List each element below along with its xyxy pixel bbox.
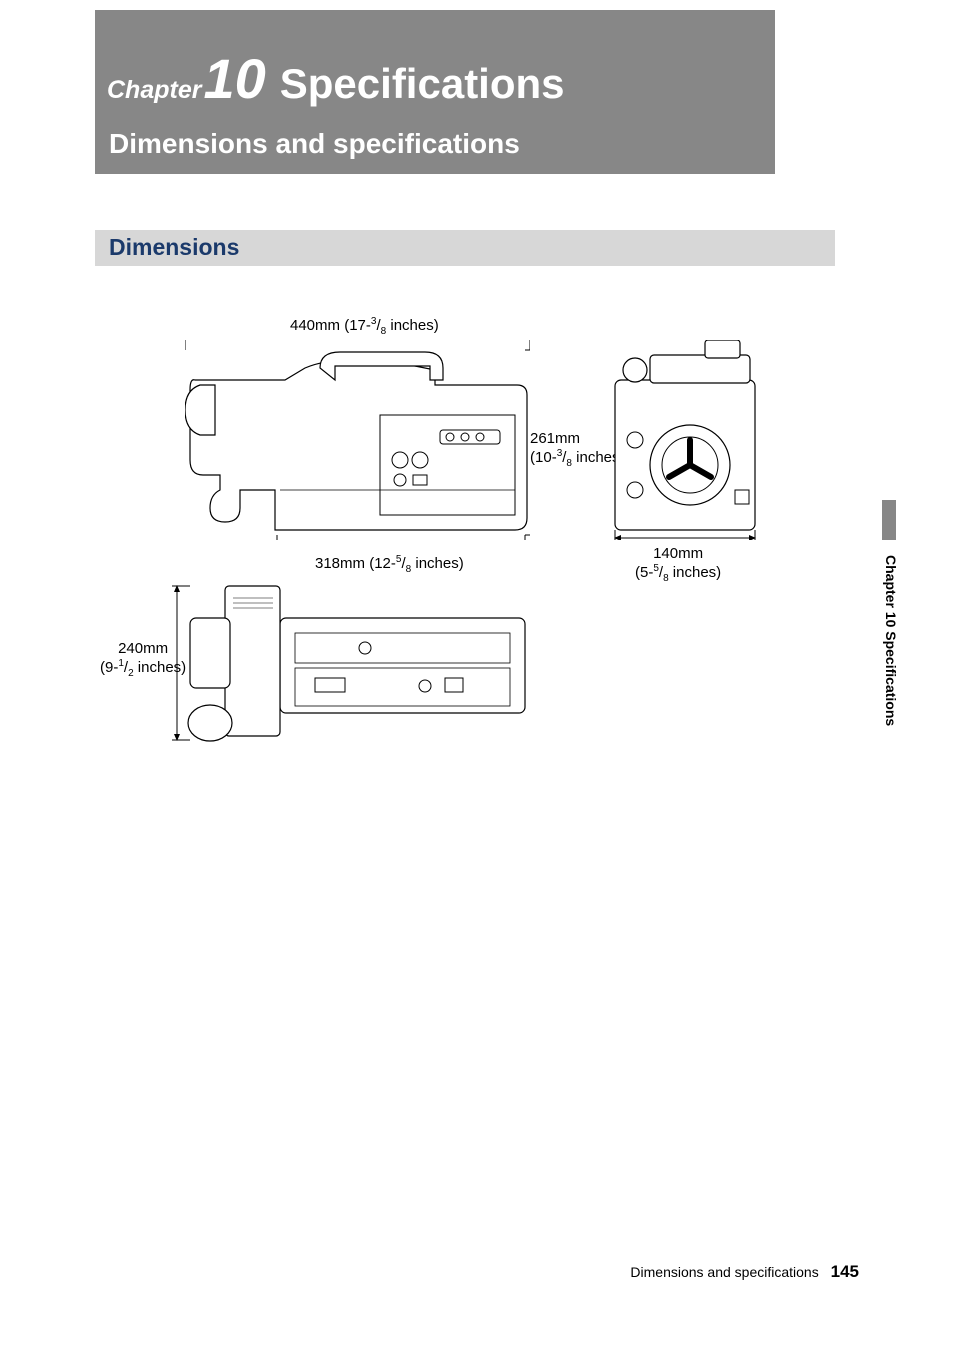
dim-in-denom: 2 [128, 668, 134, 679]
dim-in-whole: 12 [374, 555, 391, 572]
footer-text: Dimensions and specifications [630, 1264, 818, 1280]
dim-in-denom: 8 [406, 564, 412, 575]
dim-in-whole: 10 [535, 449, 552, 466]
dim-in-numer: 3 [371, 316, 377, 327]
dim-in-numer: 1 [118, 658, 124, 669]
chapter-word: Chapter [107, 76, 201, 105]
dim-mm: 240mm [118, 640, 168, 657]
camera-top-view [165, 578, 530, 748]
side-tab-label: Chapter 10 Specifications [883, 555, 899, 726]
dim-in-numer: 5 [653, 563, 659, 574]
dim-mm: 440mm [290, 317, 340, 334]
camera-front-view [605, 340, 765, 540]
dim-in-whole: 9 [105, 659, 113, 676]
dim-mm: 318mm [315, 555, 365, 572]
chapter-title-row: Chapter 10 Specifications [95, 10, 775, 111]
dimensions-diagram: 440mm (17-3/8 inches) 261mm (10-3/8 inch… [95, 300, 835, 780]
dim-in-numer: 5 [396, 554, 402, 565]
dim-in-denom: 8 [381, 326, 387, 337]
camera-side-view [185, 340, 530, 540]
chapter-subheader: Dimensions and specifications [95, 118, 775, 174]
dim-in-denom: 8 [663, 573, 669, 584]
dim-mm: 261mm [530, 430, 580, 447]
chapter-title: Specifications [280, 60, 565, 108]
dim-in-whole: 5 [640, 564, 648, 581]
dim-label-440: 440mm (17-3/8 inches) [290, 316, 439, 338]
dim-in-whole: 17 [349, 317, 366, 334]
side-tab [882, 500, 896, 540]
dim-label-318: 318mm (12-5/8 inches) [315, 554, 464, 576]
dim-in-denom: 8 [566, 458, 572, 469]
chapter-number: 10 [203, 46, 265, 111]
page-number: 145 [831, 1262, 859, 1281]
page-footer: Dimensions and specifications 145 [95, 1262, 859, 1282]
dim-mm: 140mm [653, 545, 703, 562]
section-heading: Dimensions [95, 230, 835, 266]
dim-in-numer: 3 [557, 448, 563, 459]
dim-label-140: 140mm (5-5/8 inches) [635, 545, 721, 585]
